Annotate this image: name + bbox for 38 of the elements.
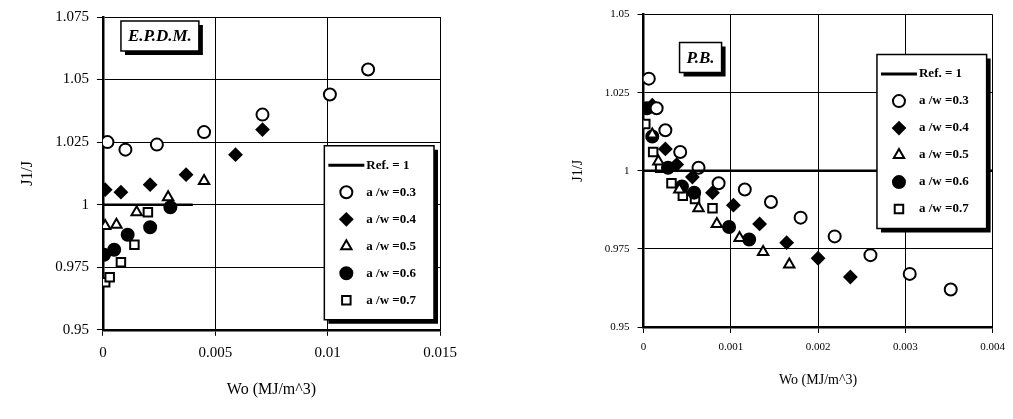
- legend-label: a /w =0.3: [918, 92, 970, 108]
- y-tick-label: 1: [624, 163, 630, 176]
- legend-label: a /w =0.7: [366, 291, 417, 307]
- y-tick-label: 1: [81, 195, 89, 212]
- legend-label: a /w =0.4: [366, 210, 417, 226]
- x-tick-label: 0.005: [198, 343, 233, 360]
- legend-label: a /w =0.4: [918, 119, 970, 135]
- legend-label: Ref. = 1: [366, 156, 410, 172]
- legend-label: Ref. = 1: [918, 65, 963, 81]
- y-tick-label: 1.025: [55, 133, 89, 150]
- x-tick-label: 0: [640, 340, 647, 353]
- y-axis-title: J1/J: [17, 160, 35, 186]
- y-tick-label: 1.075: [55, 7, 89, 24]
- y-tick-label: 1.025: [604, 85, 631, 98]
- y-tick-label: 0.95: [62, 320, 89, 337]
- y-tick-label: 0.975: [604, 241, 631, 254]
- legend-label: a /w =0.6: [918, 173, 970, 189]
- legend-label: a /w =0.3: [366, 183, 417, 199]
- x-tick-label: 0.003: [892, 340, 919, 353]
- x-axis-title: Wo (MJ/m^3): [226, 379, 317, 398]
- x-axis-title: Wo (MJ/m^3): [779, 372, 858, 389]
- y-tick-label: 0.975: [55, 258, 89, 275]
- y-tick-label: 1.05: [610, 7, 631, 20]
- y-axis-title: J1/J: [570, 159, 586, 182]
- x-tick-label: 0.001: [718, 340, 744, 353]
- annotation: P.B.: [685, 47, 715, 67]
- x-tick-label: 0.01: [314, 343, 341, 360]
- x-tick-label: 0.015: [423, 343, 457, 360]
- annotation: E.P.D.M.: [126, 26, 192, 46]
- legend-label: a /w =0.6: [366, 264, 417, 280]
- x-tick-label: 0.002: [805, 340, 831, 353]
- legend-label: a /w =0.7: [918, 200, 970, 216]
- y-tick-label: 1.05: [62, 70, 89, 87]
- legend-label: a /w =0.5: [366, 237, 417, 253]
- y-tick-label: 0.95: [610, 319, 631, 332]
- x-tick-label: 0.004: [980, 340, 1006, 353]
- x-tick-label: 0: [99, 343, 107, 360]
- legend-label: a /w =0.5: [918, 146, 970, 162]
